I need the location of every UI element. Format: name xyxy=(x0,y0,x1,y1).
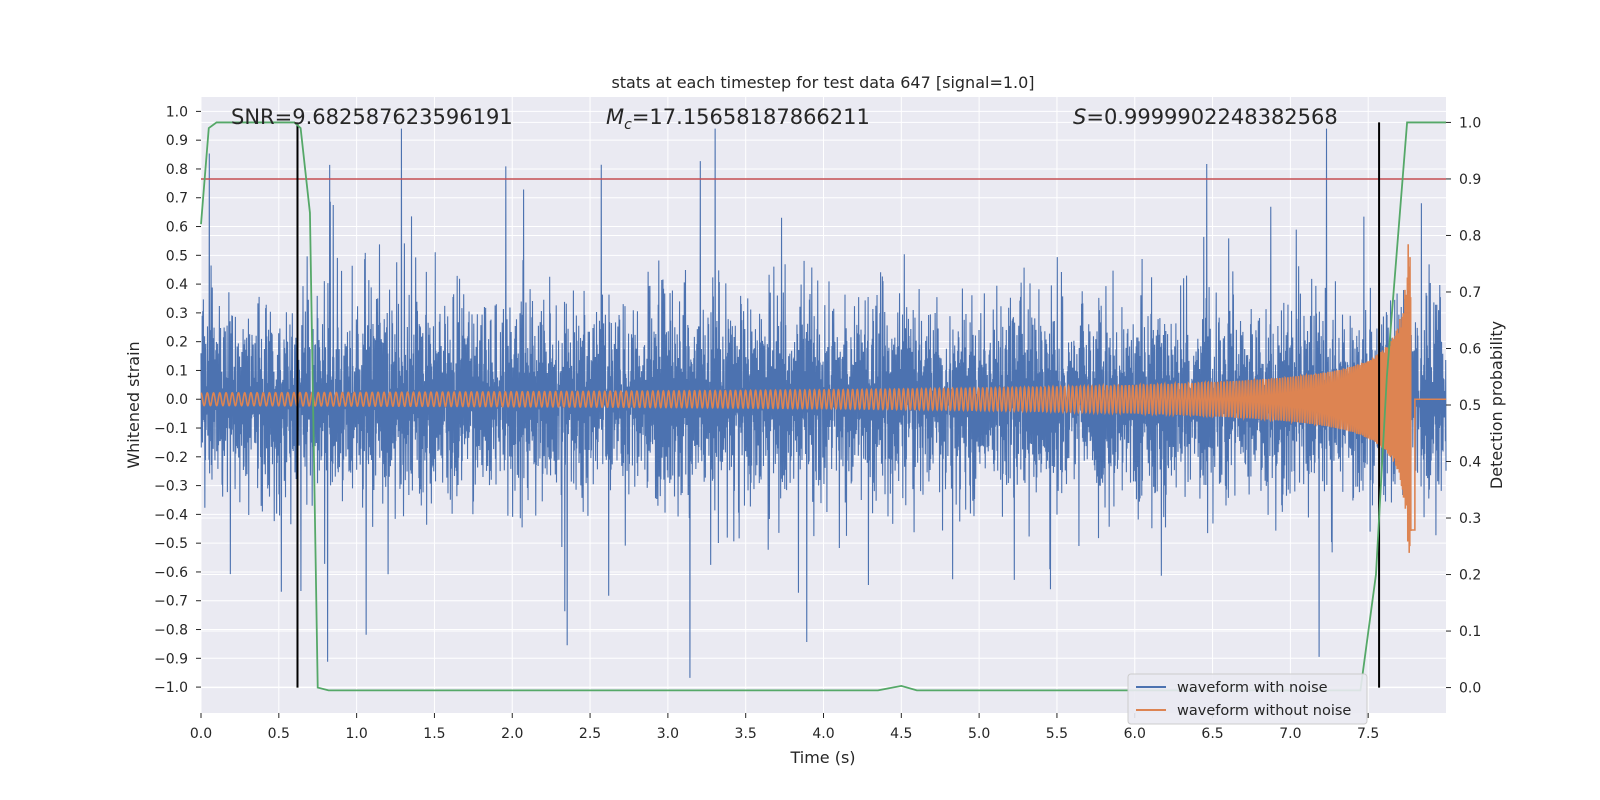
series-detection-probability xyxy=(200,121,1446,692)
chirp-mass-value: =17.15658187866211 xyxy=(632,105,870,129)
x-tick-label: 0.5 xyxy=(268,726,290,742)
x-tick-label: 2.5 xyxy=(579,726,601,742)
y-tick-label: 0.0 xyxy=(166,392,188,408)
y-tick-label: −0.2 xyxy=(154,450,188,466)
y-tick-label: 0.3 xyxy=(166,306,188,322)
x-axis-ticks: 0.0 0.5 1.0 1.5 2.0 2.5 3.0 3.5 4.0 4.5 5.0 5.5 6.0 6… xyxy=(190,713,1379,742)
y-tick-label: 0.9 xyxy=(166,133,188,149)
x-tick-label: 2.0 xyxy=(501,726,523,742)
x-tick-label: 7.5 xyxy=(1357,726,1379,742)
x-tick-label: 4.0 xyxy=(812,726,834,742)
chirp-mass-symbol: M xyxy=(606,105,624,129)
series-waveform-without-noise xyxy=(200,244,1446,553)
y-tick-label: 0.2 xyxy=(166,335,188,351)
x-tick-label: 1.5 xyxy=(423,726,445,742)
y2-axis-ticks: 1.0 0.9 0.8 0.7 0.6 0.5 0.4 0.3 0.2 0.1 0.0 xyxy=(1446,115,1481,697)
y-tick-label: 0.1 xyxy=(166,363,188,379)
y2-tick-label: 0.9 xyxy=(1459,172,1481,188)
y-tick-label: −0.8 xyxy=(154,623,188,639)
y-tick-label: −0.1 xyxy=(154,421,188,437)
chirp-line xyxy=(200,244,1446,553)
y2-tick-label: 0.2 xyxy=(1459,568,1481,584)
snr-annotation: SNR=9.682587623596191 xyxy=(231,105,513,129)
score-annotation: S=0.9999902248382568 xyxy=(1073,105,1338,129)
y-tick-label: −0.6 xyxy=(154,565,188,581)
y-axis-label: Whitened strain xyxy=(124,341,143,468)
y2-tick-label: 0.7 xyxy=(1459,285,1481,301)
detection-boundaries xyxy=(296,122,1381,688)
x-tick-label: 7.0 xyxy=(1279,726,1301,742)
y-tick-label: −1.0 xyxy=(154,680,188,696)
y-tick-label: −0.7 xyxy=(154,594,188,610)
x-tick-label: 3.0 xyxy=(657,726,679,742)
y-tick-label: −0.3 xyxy=(154,479,188,495)
y-tick-label: −0.4 xyxy=(154,507,188,523)
y-tick-label: 0.7 xyxy=(166,191,188,207)
y-tick-label: −0.9 xyxy=(154,651,188,667)
x-tick-label: 1.0 xyxy=(345,726,367,742)
x-tick-label: 5.5 xyxy=(1046,726,1068,742)
y2-tick-label: 0.0 xyxy=(1459,681,1481,697)
legend: waveform with noise waveform without noi… xyxy=(1127,673,1368,725)
y2-tick-label: 0.6 xyxy=(1459,341,1481,357)
y-tick-label: 0.5 xyxy=(166,248,188,264)
legend-box xyxy=(1127,673,1368,725)
y-tick-label: 0.6 xyxy=(166,220,188,236)
y-tick-label: −0.5 xyxy=(154,536,188,552)
y-tick-label: 0.8 xyxy=(166,162,188,178)
y2-tick-label: 1.0 xyxy=(1459,115,1481,131)
legend-label-with-noise: waveform with noise xyxy=(1177,680,1328,696)
y2-tick-label: 0.5 xyxy=(1459,398,1481,414)
probability-line xyxy=(200,121,1446,692)
x-tick-label: 4.5 xyxy=(890,726,912,742)
x-tick-label: 6.0 xyxy=(1124,726,1146,742)
x-tick-label: 6.5 xyxy=(1201,726,1223,742)
x-tick-label: 0.0 xyxy=(190,726,212,742)
score-value: =0.9999902248382568 xyxy=(1086,105,1337,129)
score-symbol: S xyxy=(1073,105,1086,129)
legend-label-without-noise: waveform without noise xyxy=(1177,703,1351,719)
y2-axis-label: Detection probability xyxy=(1487,321,1506,489)
chart-title: stats at each timestep for test data 647… xyxy=(611,73,1034,92)
y2-tick-label: 0.1 xyxy=(1459,624,1481,640)
y2-tick-label: 0.3 xyxy=(1459,511,1481,527)
y2-tick-label: 0.4 xyxy=(1459,455,1481,471)
y-tick-label: 1.0 xyxy=(166,104,188,120)
x-axis-label: Time (s) xyxy=(789,748,855,767)
y2-tick-label: 0.8 xyxy=(1459,228,1481,244)
chirp-mass-annotation: Mc=17.15658187866211 xyxy=(606,105,870,133)
chirp-mass-subscript: c xyxy=(624,117,632,133)
x-tick-label: 5.0 xyxy=(968,726,990,742)
x-tick-label: 3.5 xyxy=(735,726,757,742)
y-tick-label: 0.4 xyxy=(166,277,188,293)
y-axis-ticks: 1.0 0.9 0.8 0.7 0.6 0.5 0.4 0.3 0.2 0.1 0.0 −0.1 −0.… xyxy=(154,104,201,696)
